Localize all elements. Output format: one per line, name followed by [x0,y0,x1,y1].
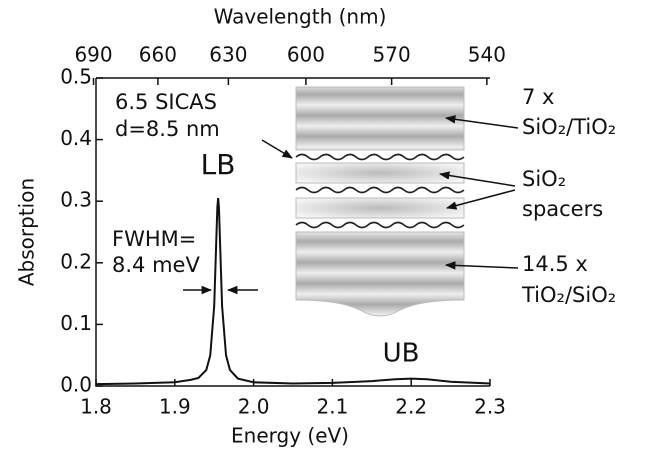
annotation: 8.4 meV [112,253,200,277]
annotation: LB [201,148,236,181]
annotation: UB [383,339,420,369]
y-tick-label: 0.1 [60,311,92,335]
annotation: SiO₂ [522,167,566,191]
x-tick-label: 1.8 [80,395,112,419]
y-tick-label: 0.4 [60,126,92,150]
x2-tick-label: 570 [373,43,411,67]
x-tick-label: 1.9 [159,395,191,419]
x2-tick-label: 540 [468,43,506,67]
x-axis-label: Energy (eV) [231,424,349,448]
annotation: 7 x [522,85,554,109]
data-line [95,198,491,386]
x-tick-label: 2.0 [238,395,270,419]
x2-tick-label: 690 [74,43,112,67]
annotation: spacers [522,197,603,221]
y-axis-label: Absorption [15,178,39,286]
annotation: d=8.5 nm [115,117,220,141]
y-tick-label: 0.0 [60,373,92,397]
structure-diagram [295,86,465,317]
x-tick-label: 2.3 [474,395,506,419]
x2-axis-label: Wavelength (nm) [214,5,387,29]
x2-tick-label: 660 [139,43,177,67]
x2-tick-label: 600 [287,43,325,67]
x2-tick-label: 630 [209,43,247,67]
y-tick-label: 0.2 [60,249,92,273]
annotation: 6.5 SICAS [115,90,217,114]
arrows [183,115,519,295]
annotation: SiO₂/TiO₂ [522,115,616,139]
y-tick-label: 0.3 [60,188,92,212]
annotation: 14.5 x [522,252,588,276]
annotation: TiO₂/SiO₂ [521,283,616,307]
y-tick-label: 0.5 [60,65,92,89]
x-tick-label: 2.2 [395,395,427,419]
annotation: FWHM= [112,227,196,251]
x-tick-label: 2.1 [316,395,348,419]
